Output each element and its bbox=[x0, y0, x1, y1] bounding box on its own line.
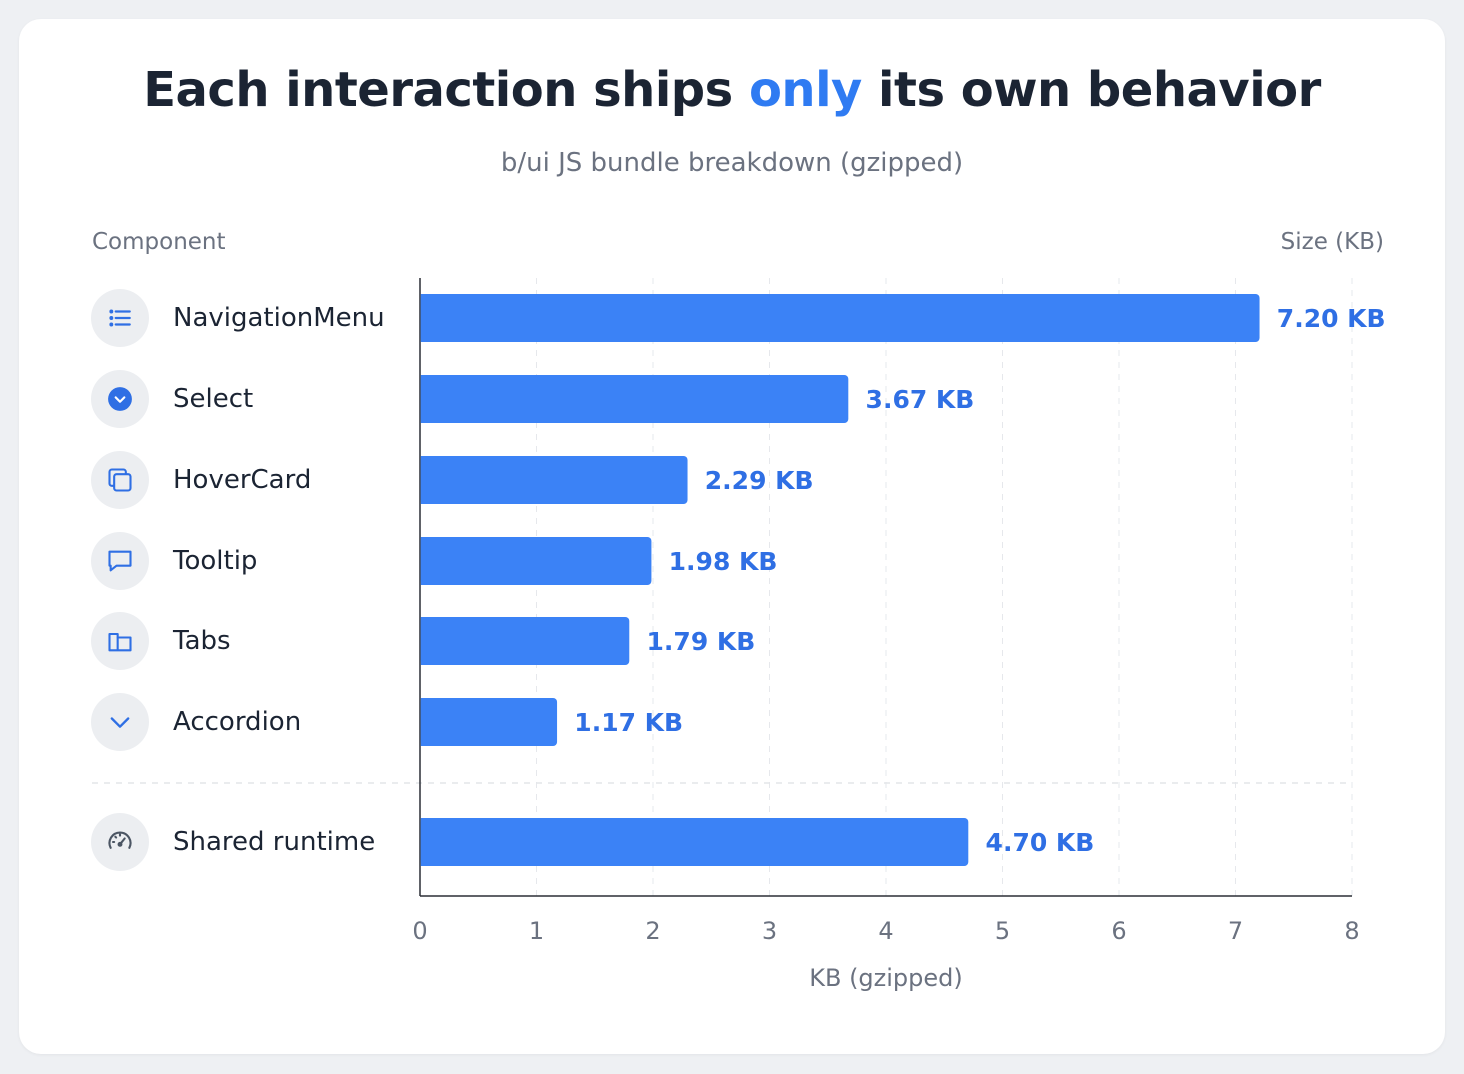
tabs-icon bbox=[91, 612, 149, 670]
bar-left-edge bbox=[420, 818, 427, 866]
chart-card bbox=[19, 19, 1445, 1054]
bar bbox=[420, 818, 969, 866]
value-label: 1.17 KB bbox=[574, 708, 683, 737]
category-label: Tabs bbox=[173, 626, 231, 656]
bar bbox=[420, 698, 558, 746]
category-label: Select bbox=[173, 384, 254, 414]
bar-left-edge bbox=[420, 537, 427, 585]
x-axis-label: KB (gzipped) bbox=[809, 964, 963, 992]
value-label: 3.67 KB bbox=[866, 385, 975, 414]
bar-left-edge bbox=[420, 698, 427, 746]
chevron-circle-icon bbox=[91, 370, 149, 428]
bar-left-edge bbox=[420, 617, 427, 665]
x-tick-label: 2 bbox=[645, 917, 660, 945]
x-tick-label: 5 bbox=[995, 917, 1010, 945]
tooltip-bubble-icon bbox=[91, 532, 149, 590]
category-label: Accordion bbox=[173, 707, 302, 737]
chevron-down-icon bbox=[91, 693, 149, 751]
category-label: Shared runtime bbox=[173, 827, 376, 857]
category-label: Tooltip bbox=[173, 546, 258, 576]
chart-subtitle: b/ui JS bundle breakdown (gzipped) bbox=[500, 148, 964, 178]
value-label: 4.70 KB bbox=[986, 828, 1095, 857]
x-tick-label: 7 bbox=[1228, 917, 1243, 945]
bar bbox=[420, 375, 849, 423]
size-column-header: Size (KB) bbox=[1280, 229, 1384, 255]
bar bbox=[420, 617, 630, 665]
bar-left-edge bbox=[420, 456, 427, 504]
bar-left-edge bbox=[420, 375, 427, 423]
title-highlight: only bbox=[748, 62, 862, 118]
chart-title: Each interaction ships only its own beha… bbox=[143, 62, 1321, 118]
bar-left-edge bbox=[420, 294, 427, 342]
bar bbox=[420, 294, 1260, 342]
value-label: 7.20 KB bbox=[1277, 304, 1386, 333]
value-label: 2.29 KB bbox=[705, 466, 814, 495]
hover-card-icon bbox=[91, 451, 149, 509]
x-tick-label: 8 bbox=[1344, 917, 1359, 945]
bar bbox=[420, 456, 688, 504]
component-column-header: Component bbox=[92, 229, 226, 255]
bar bbox=[420, 537, 652, 585]
category-label: HoverCard bbox=[173, 465, 312, 495]
x-tick-label: 1 bbox=[529, 917, 544, 945]
list-icon bbox=[91, 289, 149, 347]
x-tick-label: 6 bbox=[1111, 917, 1126, 945]
gauge-icon bbox=[91, 813, 149, 871]
x-tick-label: 3 bbox=[762, 917, 777, 945]
x-tick-label: 0 bbox=[412, 917, 427, 945]
value-label: 1.79 KB bbox=[647, 627, 756, 656]
value-label: 1.98 KB bbox=[669, 547, 778, 576]
x-tick-label: 4 bbox=[878, 917, 893, 945]
category-label: NavigationMenu bbox=[173, 303, 385, 333]
